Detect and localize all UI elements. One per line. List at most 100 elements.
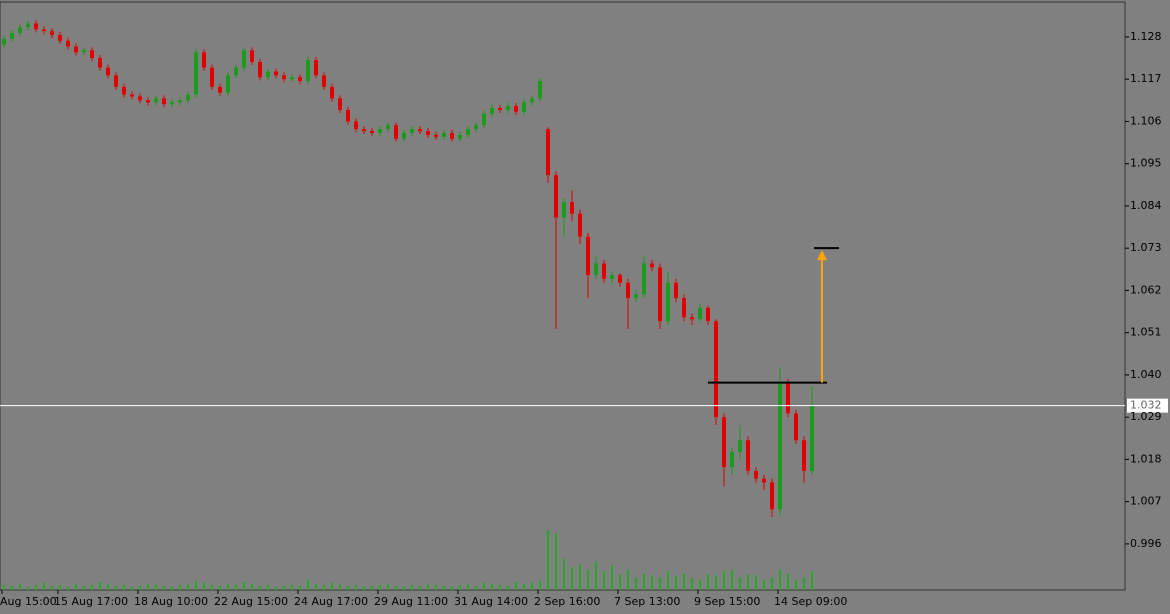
candle-body	[722, 417, 726, 468]
candle-body	[82, 50, 86, 53]
volume-bar	[91, 584, 93, 590]
candle-body	[594, 263, 598, 276]
candle-body	[586, 236, 590, 276]
volume-bar	[3, 584, 5, 590]
volume-bar	[483, 582, 485, 590]
candle-body	[482, 113, 486, 126]
candle-body	[338, 98, 342, 110]
x-tick-label: 31 Aug 14:00	[454, 595, 528, 608]
candle-body	[218, 86, 222, 93]
volume-bar	[683, 573, 685, 590]
candle-body	[226, 75, 230, 93]
volume-bar	[27, 586, 29, 590]
volume-bar	[619, 574, 621, 590]
candle-body	[602, 263, 606, 279]
volume-bar	[339, 583, 341, 590]
volume-bar	[771, 577, 773, 590]
volume-bar	[443, 585, 445, 590]
candle-body	[690, 317, 694, 320]
candle-body	[698, 307, 702, 320]
candle-body	[530, 98, 534, 103]
y-tick-label: 1.007	[1130, 495, 1162, 508]
volume-bar	[211, 584, 213, 590]
candle-body	[578, 213, 582, 237]
y-tick-label: 1.062	[1130, 283, 1162, 296]
volume-bar	[411, 584, 413, 590]
candle-body	[794, 413, 798, 441]
candle-body	[210, 67, 214, 87]
volume-bar	[563, 558, 565, 590]
volume-bar	[435, 584, 437, 590]
volume-bar	[643, 573, 645, 590]
candle-body	[58, 35, 62, 41]
last-price-label: 1.032	[1130, 399, 1162, 412]
volume-bar	[755, 575, 757, 590]
candle-body	[322, 75, 326, 87]
volume-bar	[507, 585, 509, 590]
candle-body	[122, 86, 126, 95]
volume-bar	[379, 584, 381, 590]
candle-body	[162, 98, 166, 105]
candle-body	[106, 67, 110, 76]
arrow-head	[817, 250, 827, 261]
volume-bar	[667, 571, 669, 590]
volume-bar	[235, 584, 237, 590]
volume-bar	[259, 585, 261, 590]
candle-body	[394, 125, 398, 139]
candle-body	[402, 132, 406, 139]
volume-bar	[779, 569, 781, 590]
candle-body	[466, 129, 470, 135]
candle-body	[562, 202, 566, 218]
candle-body	[746, 440, 750, 471]
volume-bar	[787, 573, 789, 590]
volume-bar	[699, 579, 701, 590]
candle-body	[634, 294, 638, 299]
volume-bar	[651, 575, 653, 590]
volume-bar	[747, 574, 749, 590]
candle-body	[434, 134, 438, 137]
volume-bar	[163, 585, 165, 590]
volume-bar	[451, 586, 453, 590]
volume-bar	[315, 583, 317, 590]
volume-bar	[603, 571, 605, 590]
candle-body	[538, 81, 542, 99]
volume-bar	[307, 579, 309, 590]
candle-body	[202, 52, 206, 68]
candle-body	[738, 440, 742, 452]
volume-bar	[515, 581, 517, 590]
y-tick-label: 1.040	[1130, 368, 1162, 381]
volume-bar	[491, 583, 493, 590]
candle-body	[130, 94, 134, 97]
volume-bar	[587, 569, 589, 590]
volume-bar	[611, 565, 613, 590]
candle-body	[114, 75, 118, 87]
candle-body	[650, 263, 654, 268]
volume-bar	[555, 533, 557, 590]
candle-body	[714, 321, 718, 418]
x-tick-label: 15 Aug 17:00	[54, 595, 128, 608]
volume-bar	[803, 577, 805, 590]
volume-bar	[131, 586, 133, 590]
candle-body	[474, 125, 478, 130]
candle-body	[90, 50, 94, 59]
volume-bar	[731, 569, 733, 590]
x-tick-label: 2 Sep 16:00	[534, 595, 600, 608]
candle-body	[610, 275, 614, 279]
volume-bar	[499, 584, 501, 590]
volume-bar	[251, 583, 253, 590]
candle-body	[50, 31, 54, 36]
volume-bar	[107, 583, 109, 590]
volume-bar	[419, 585, 421, 590]
volume-bar	[99, 581, 101, 590]
candle-body	[458, 134, 462, 139]
candle-body	[410, 129, 414, 133]
candle-body	[498, 108, 502, 110]
candle-body	[362, 129, 366, 132]
volume-bar	[291, 584, 293, 590]
candle-body	[658, 267, 662, 322]
candle-body	[442, 132, 446, 137]
volume-bar	[427, 583, 429, 590]
y-tick-label: 1.073	[1130, 241, 1162, 254]
candle-body	[770, 482, 774, 510]
volume-bar	[403, 586, 405, 590]
